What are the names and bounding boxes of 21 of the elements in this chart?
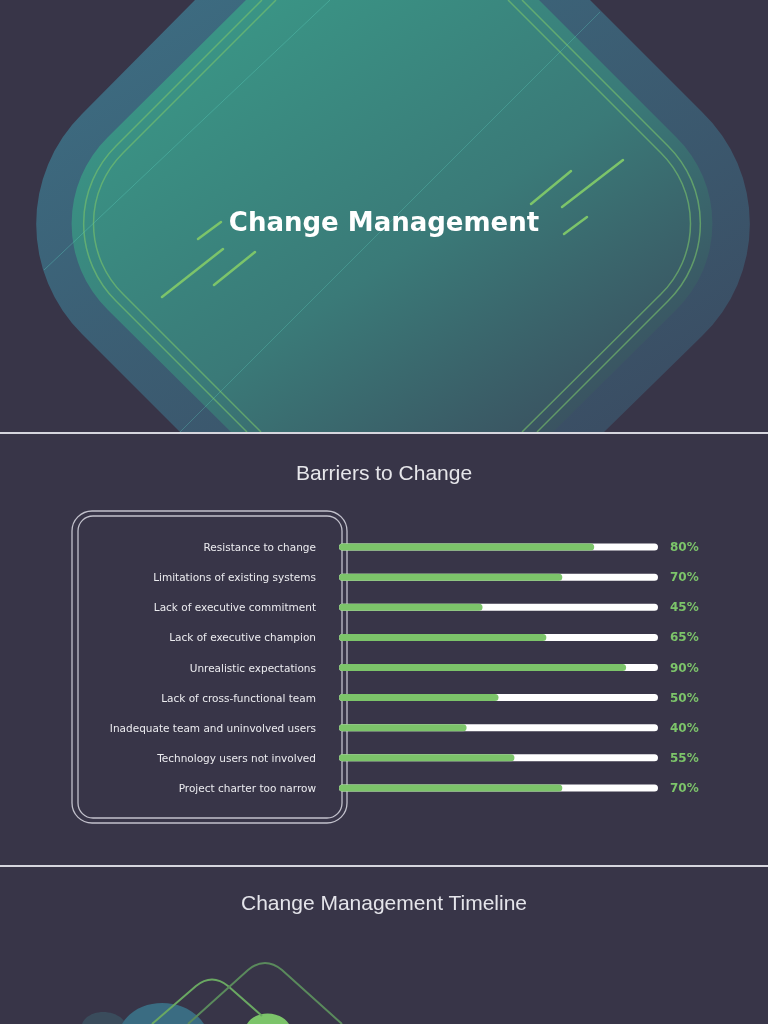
data-label: 50%	[670, 690, 699, 705]
y-tick-label: Limitations of existing systems	[153, 571, 316, 584]
data-label: 90%	[670, 660, 699, 675]
text: Change Management Timeline	[240, 890, 528, 914]
y-tick-label: Resistance to change	[203, 541, 316, 554]
y-tick-label: Project charter too narrow	[178, 781, 317, 794]
data-label: 65%	[670, 630, 699, 645]
data-label: 70%	[670, 780, 699, 795]
data-label: 70%	[670, 570, 699, 585]
y-tick-label: Inadequate team and uninvolved users	[109, 721, 316, 734]
y-tick-label: Lack of executive champion	[169, 631, 316, 644]
data-label: 45%	[670, 600, 699, 615]
data-label: 80%	[670, 540, 699, 555]
y-tick-label: Lack of executive commitment	[153, 601, 316, 614]
y-tick-label: Technology users not involved	[156, 751, 316, 764]
data-label: 40%	[670, 720, 699, 735]
text: Change Management	[228, 207, 540, 237]
y-tick-label: Unrealistic expectations	[189, 661, 316, 674]
chart-title: Barriers to Change	[295, 461, 473, 484]
y-tick-label: Lack of cross-functional team	[161, 691, 316, 704]
data-label: 55%	[670, 750, 699, 765]
